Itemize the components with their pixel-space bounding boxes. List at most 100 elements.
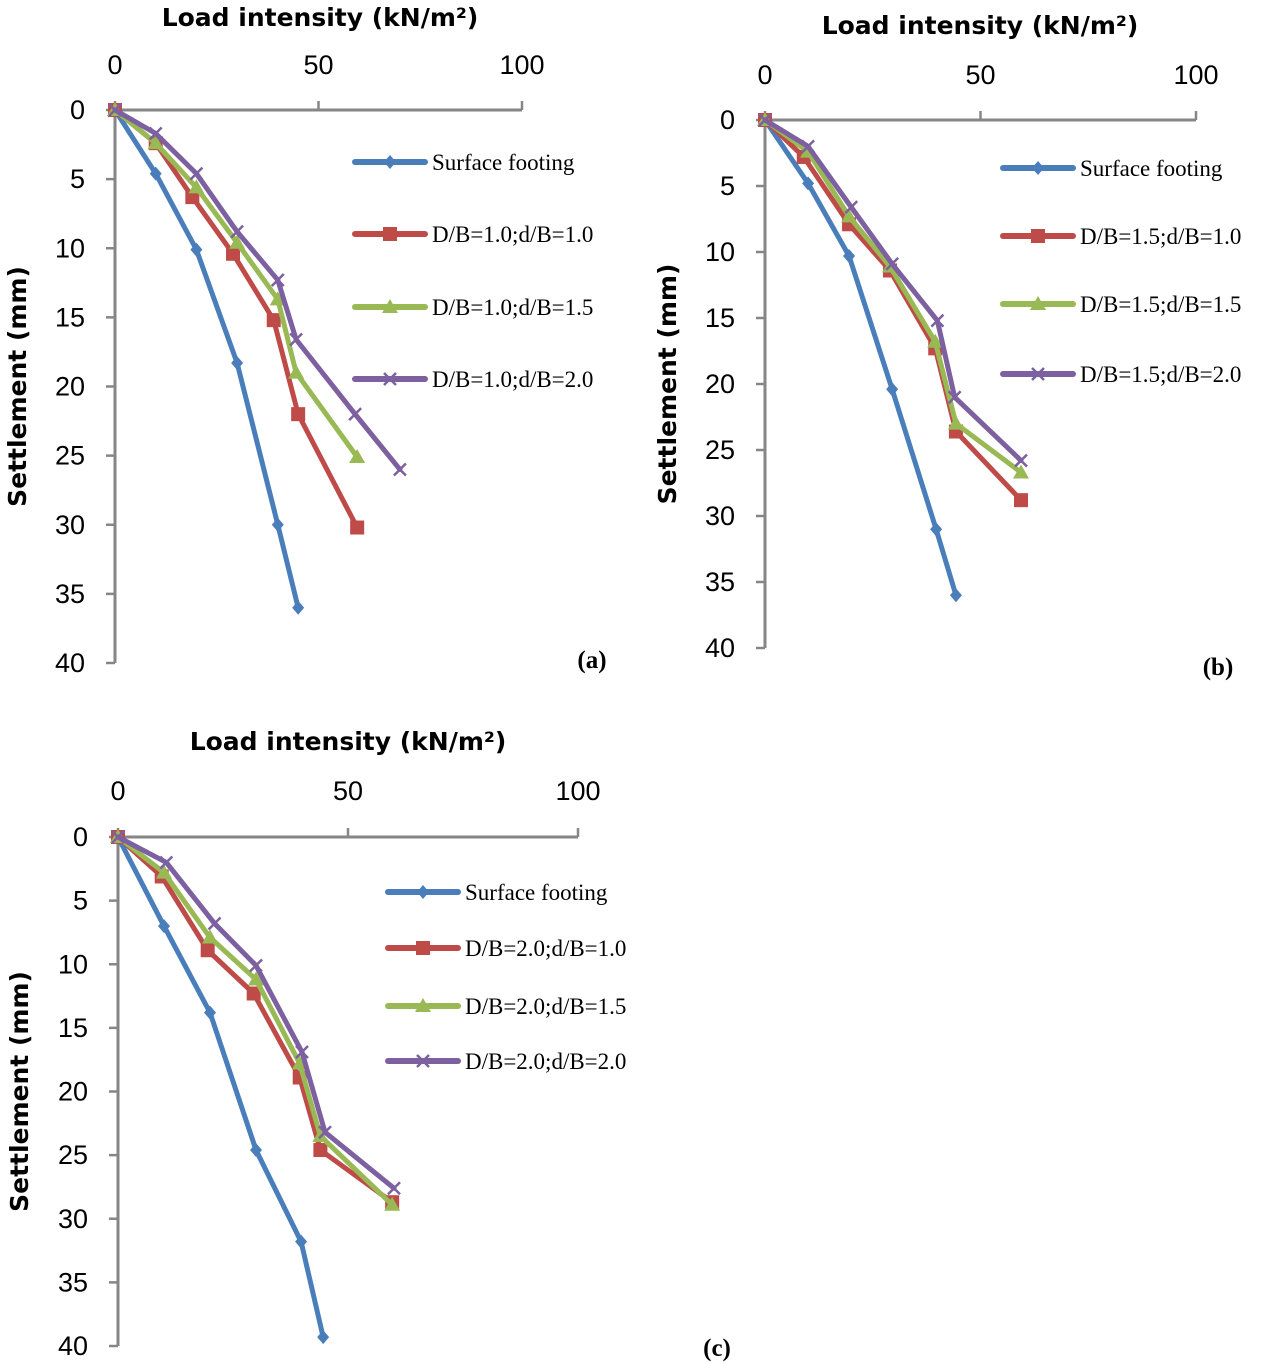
y-tick-label: 10 — [58, 949, 88, 979]
legend-label: D/B=2.0;d/B=1.0 — [465, 936, 626, 961]
series-line — [115, 834, 326, 1340]
series-dB10 — [108, 103, 365, 535]
legend-label: D/B=1.0;d/B=2.0 — [432, 367, 593, 392]
data-point — [190, 242, 203, 257]
x-tick-label: 50 — [333, 776, 363, 806]
y-tick-label: 40 — [55, 648, 85, 678]
x-tick-label: 0 — [107, 50, 122, 80]
data-point — [312, 1128, 329, 1143]
data-point — [249, 958, 263, 973]
x-tick-label: 100 — [555, 776, 600, 806]
data-point — [246, 986, 261, 1001]
data-point — [949, 588, 962, 603]
data-point — [801, 139, 815, 154]
data-point — [159, 855, 174, 870]
legend-label: Surface footing — [465, 880, 608, 905]
y-tick-label: 20 — [55, 372, 85, 402]
data-point — [802, 176, 815, 191]
y-tick-label: 15 — [55, 302, 85, 332]
chart-panel-a: 0 50 100 0 5 10 15 20 25 30 35 40 Load intensity (kN… — [3, 3, 607, 678]
y-tick-label: 10 — [55, 233, 85, 263]
y-tick-label: 35 — [58, 1267, 88, 1297]
series-dB15 — [107, 102, 366, 464]
data-point — [202, 929, 218, 944]
panel-label: (c) — [703, 1335, 731, 1362]
y-tick-label: 0 — [720, 105, 735, 135]
x-axis-title: Load intensity (kN/m²) — [162, 3, 479, 32]
data-point — [250, 1143, 262, 1158]
series-line — [112, 107, 403, 472]
data-point — [292, 600, 305, 615]
data-point — [149, 166, 162, 181]
data-point — [204, 1005, 216, 1020]
data-point — [189, 166, 204, 181]
x-tick-label: 50 — [303, 50, 333, 80]
data-point — [1014, 493, 1029, 508]
data-point — [230, 224, 244, 239]
data-point — [1013, 464, 1030, 479]
data-point — [156, 864, 172, 879]
data-point — [231, 355, 244, 370]
data-point — [288, 364, 305, 379]
legend-marker — [1031, 367, 1045, 381]
y-tick-label: 0 — [73, 822, 88, 852]
data-point — [930, 522, 943, 537]
y-axis-title: Settlement (mm) — [653, 264, 682, 505]
legend-marker — [1031, 229, 1045, 243]
x-tick-label: 50 — [965, 60, 995, 90]
y-tick-label: 5 — [720, 171, 735, 201]
chart-panel-c: 0 50 100 0 5 10 15 20 25 30 35 40 Load intensity (kN… — [5, 727, 731, 1362]
legend-marker — [416, 941, 430, 955]
series-surface — [109, 103, 305, 615]
legend-label: D/B=1.5;d/B=1.0 — [1080, 224, 1241, 249]
legend-marker — [384, 155, 396, 169]
x-axis-title: Load intensity (kN/m²) — [190, 727, 507, 756]
y-tick-label: 30 — [705, 501, 735, 531]
y-tick-label: 35 — [55, 579, 85, 609]
legend-marker — [1032, 161, 1044, 175]
legend-item: Surface footing — [352, 150, 575, 175]
y-tick-label: 30 — [58, 1204, 88, 1234]
data-point — [844, 200, 859, 215]
y-tick-label: 15 — [705, 303, 735, 333]
data-point — [841, 208, 858, 223]
legend-marker — [417, 885, 429, 899]
data-point — [930, 313, 945, 328]
legend-marker — [383, 227, 397, 241]
y-tick-label: 40 — [58, 1331, 88, 1361]
legend-item: Surface footing — [1000, 156, 1223, 181]
data-point — [270, 273, 285, 287]
legend-marker — [382, 299, 398, 313]
legend-item: D/B=2.0;d/B=2.0 — [385, 1049, 626, 1074]
data-point — [843, 248, 856, 263]
legend-marker — [1030, 296, 1046, 310]
data-point — [295, 1045, 309, 1059]
legend-label: D/B=2.0;d/B=2.0 — [465, 1049, 626, 1074]
y-tick-label: 0 — [70, 95, 85, 125]
series-line — [762, 117, 1024, 464]
data-point — [349, 449, 366, 464]
data-point — [148, 126, 163, 141]
legend-item: D/B=1.5;d/B=1.0 — [1000, 224, 1241, 249]
legend-label: D/B=1.5;d/B=2.0 — [1080, 362, 1241, 387]
legend-label: D/B=2.0;d/B=1.5 — [465, 994, 626, 1019]
data-point — [758, 113, 772, 127]
data-point — [271, 517, 284, 532]
data-point — [289, 332, 303, 347]
data-point — [291, 407, 306, 422]
legend-item: D/B=1.5;d/B=1.5 — [1000, 292, 1241, 317]
legend-item: D/B=1.5;d/B=2.0 — [1000, 362, 1241, 387]
data-point — [200, 943, 215, 958]
series-line — [762, 117, 959, 598]
y-tick-label: 10 — [705, 237, 735, 267]
data-point — [108, 103, 122, 117]
y-tick-label: 20 — [705, 369, 735, 399]
data-point — [295, 1234, 308, 1249]
data-point — [318, 1125, 332, 1140]
y-tick-label: 25 — [55, 441, 85, 471]
data-point — [1014, 453, 1028, 468]
data-point — [188, 179, 205, 194]
legend-item: D/B=2.0;d/B=1.5 — [385, 994, 626, 1019]
series-surface — [112, 830, 330, 1345]
x-tick-label: 100 — [499, 50, 544, 80]
